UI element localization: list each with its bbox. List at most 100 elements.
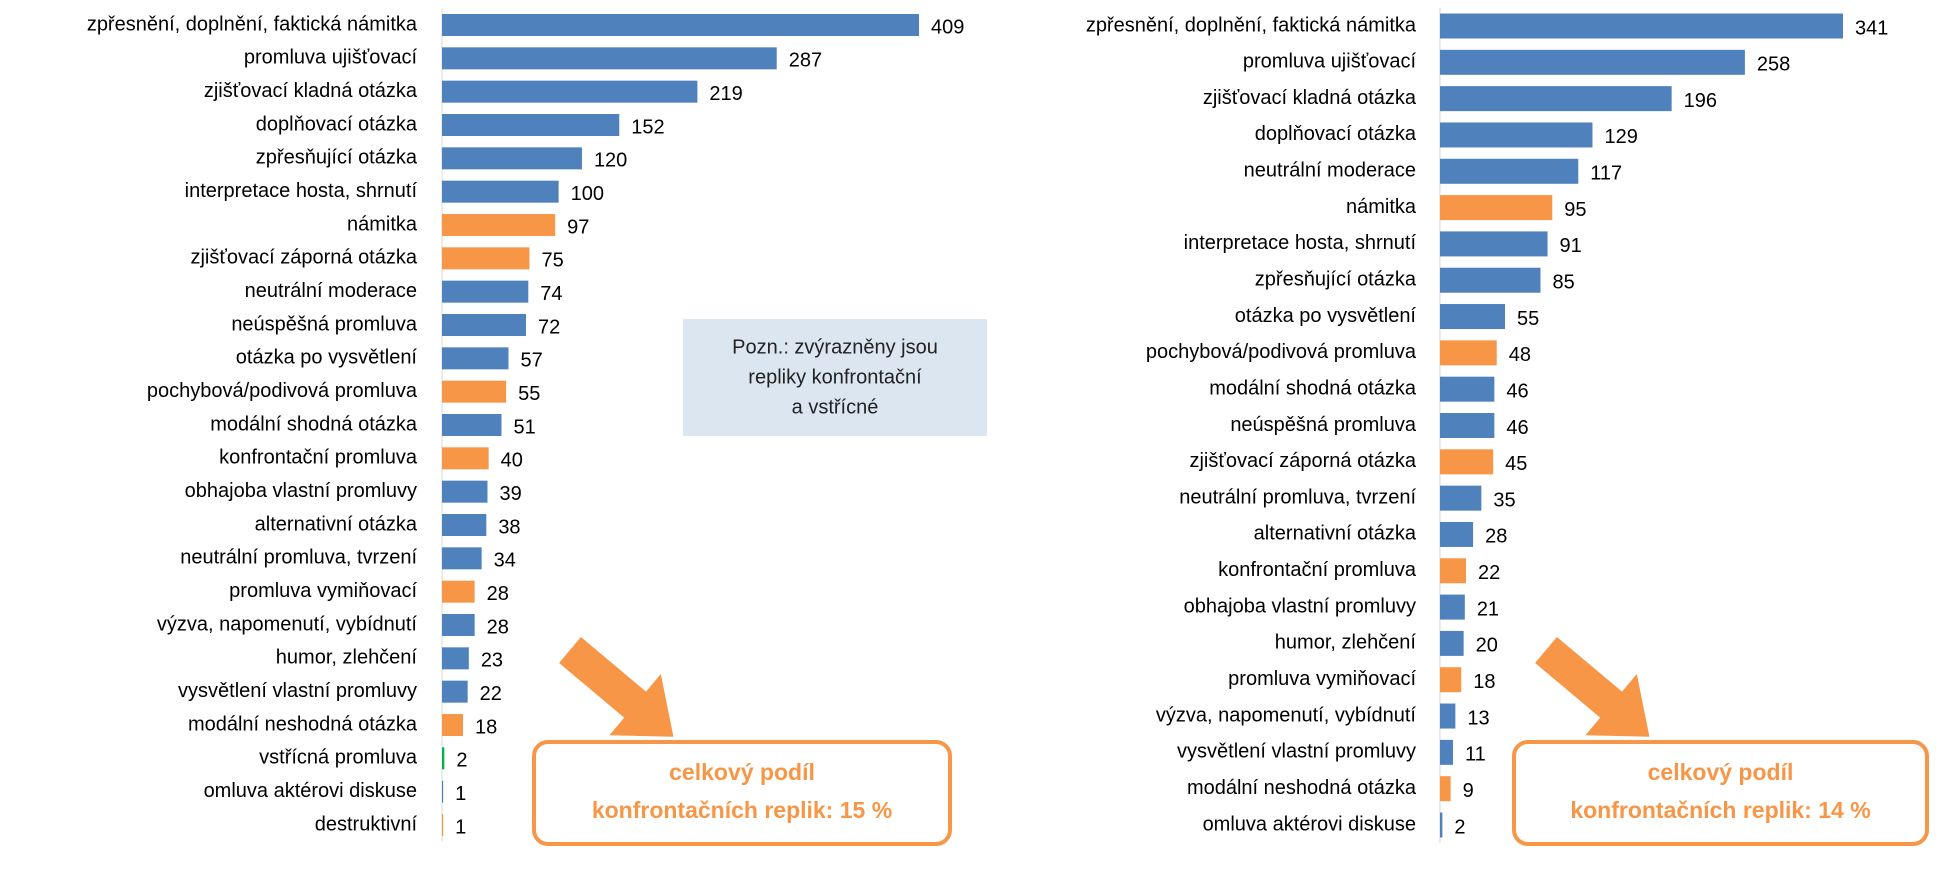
category-label: omluva aktérovi diskuse xyxy=(1203,813,1416,835)
value-label: 196 xyxy=(1684,90,1717,112)
bar xyxy=(442,247,530,270)
category-label: vstřícná promluva xyxy=(259,747,418,769)
callout-box xyxy=(1512,740,1929,846)
category-label: vysvětlení vlastní promluvy xyxy=(1177,741,1416,763)
bar xyxy=(1440,667,1462,693)
category-label: promluva ujišťovací xyxy=(244,47,418,69)
bar xyxy=(442,414,502,436)
value-label: 100 xyxy=(571,183,604,205)
category-label: modální neshodná otázka xyxy=(1187,777,1417,799)
value-label: 341 xyxy=(1855,17,1888,39)
category-label: zjišťovací záporná otázka xyxy=(190,247,417,269)
category-label: doplňovací otázka xyxy=(1255,123,1417,145)
bar xyxy=(1440,594,1465,620)
bar xyxy=(442,747,445,770)
value-label: 97 xyxy=(567,216,589,238)
value-label: 34 xyxy=(494,550,516,572)
category-label: doplňovací otázka xyxy=(256,113,418,135)
category-label: pochybová/podivová promluva xyxy=(1146,341,1417,363)
category-label: obhajoba vlastní promluvy xyxy=(185,480,417,502)
category-label: konfrontační promluva xyxy=(219,447,418,469)
category-label: neutrální moderace xyxy=(245,280,417,302)
note-line: repliky konfrontační xyxy=(748,366,922,388)
bar xyxy=(442,180,559,203)
category-label: neúspěšná promluva xyxy=(1230,414,1417,436)
value-label: 95 xyxy=(1564,199,1586,221)
bar xyxy=(442,347,509,370)
value-label: 22 xyxy=(480,683,502,705)
category-label: zpřesnění, doplnění, faktická námitka xyxy=(1086,14,1417,36)
bar xyxy=(1440,376,1495,402)
value-label: 39 xyxy=(499,483,521,505)
value-label: 1 xyxy=(455,816,466,838)
value-label: 18 xyxy=(475,716,497,738)
category-label: zpřesňující otázka xyxy=(256,147,418,169)
value-label: 40 xyxy=(501,450,523,472)
category-label: humor, zlehčení xyxy=(276,647,418,669)
bar xyxy=(1440,703,1456,729)
category-label: pochybová/podivová promluva xyxy=(147,380,418,402)
bar xyxy=(1440,812,1443,838)
bar xyxy=(442,314,526,336)
bar xyxy=(442,514,487,536)
category-label: interpretace hosta, shrnutí xyxy=(1184,232,1417,254)
bar xyxy=(442,14,919,36)
callout-text: celkový podíl xyxy=(669,759,815,785)
category-label: promluva vymiňovací xyxy=(1228,668,1416,690)
callout-text: konfrontačních replik: 15 % xyxy=(592,797,892,823)
bar xyxy=(1440,304,1505,330)
category-label: výzva, napomenutí, vybídnutí xyxy=(157,613,418,635)
category-label: zjišťovací kladná otázka xyxy=(1203,87,1417,109)
value-label: 91 xyxy=(1560,235,1582,257)
category-label: modální shodná otázka xyxy=(210,413,418,435)
bar xyxy=(1440,49,1745,75)
value-label: 46 xyxy=(1506,417,1528,439)
bar xyxy=(442,147,582,170)
category-label: námitka xyxy=(1346,196,1417,218)
category-label: interpretace hosta, shrnutí xyxy=(185,180,418,202)
callout-text: celkový podíl xyxy=(1648,759,1794,785)
value-label: 22 xyxy=(1478,562,1500,584)
arrow xyxy=(1535,636,1650,737)
category-label: zjišťovací kladná otázka xyxy=(204,80,418,102)
bar xyxy=(442,814,444,836)
bar xyxy=(1440,558,1466,584)
value-label: 28 xyxy=(487,616,509,638)
category-label: modální shodná otázka xyxy=(1209,377,1417,399)
value-label: 21 xyxy=(1477,598,1499,620)
bar xyxy=(442,280,529,303)
value-label: 85 xyxy=(1552,272,1574,294)
value-label: 18 xyxy=(1473,671,1495,693)
bar xyxy=(442,380,507,403)
category-label: obhajoba vlastní promluvy xyxy=(1184,595,1416,617)
value-label: 13 xyxy=(1467,707,1489,729)
bar xyxy=(442,714,463,736)
bar xyxy=(442,547,482,570)
category-label: vysvětlení vlastní promluvy xyxy=(178,680,417,702)
bar xyxy=(1440,158,1579,184)
bar xyxy=(442,80,698,103)
value-label: 51 xyxy=(513,416,535,438)
bar xyxy=(442,647,469,670)
value-label: 45 xyxy=(1505,453,1527,475)
bar xyxy=(442,680,468,703)
category-label: neúspěšná promluva xyxy=(231,313,418,335)
value-label: 46 xyxy=(1506,380,1528,402)
bar xyxy=(1440,231,1548,257)
category-label: alternativní otázka xyxy=(255,513,418,535)
category-label: alternativní otázka xyxy=(1254,523,1417,545)
category-label: modální neshodná otázka xyxy=(188,713,418,735)
bar xyxy=(1440,739,1453,765)
value-label: 120 xyxy=(594,150,627,172)
category-label: neutrální promluva, tvrzení xyxy=(1179,486,1416,508)
bar xyxy=(442,480,488,503)
value-label: 57 xyxy=(520,350,542,372)
category-label: destruktivní xyxy=(315,813,418,835)
value-label: 35 xyxy=(1493,489,1515,511)
bar xyxy=(1440,122,1593,148)
bar xyxy=(1440,13,1843,39)
bar xyxy=(442,614,475,636)
category-label: výzva, napomenutí, vybídnutí xyxy=(1156,704,1417,726)
bar xyxy=(1440,195,1553,221)
